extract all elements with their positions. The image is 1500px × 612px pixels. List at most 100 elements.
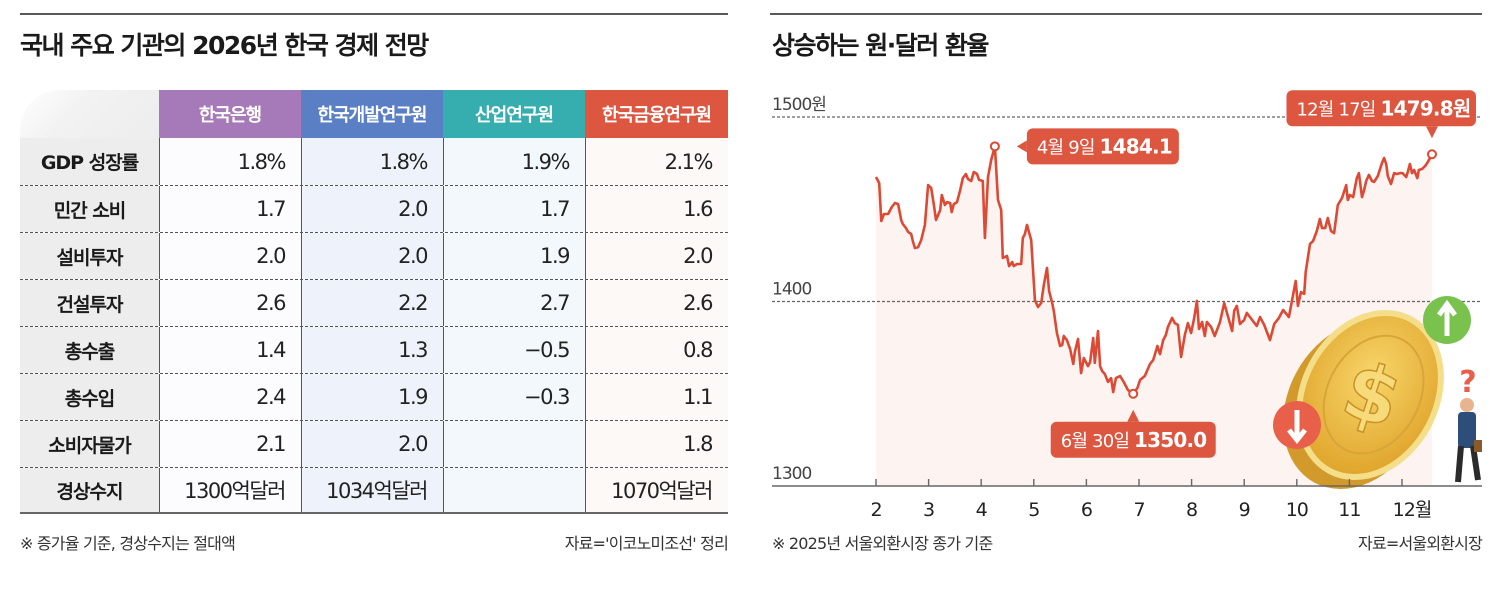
table-row: GDP 성장률 1.8% 1.8% 1.9% 2.1% <box>20 138 728 185</box>
table-cell: 2.0 <box>301 233 443 279</box>
table-cell: 1.9 <box>443 233 585 279</box>
callout-date: 4월 9일 <box>1037 137 1100 158</box>
x-tick-label: 12월 <box>1393 499 1432 520</box>
row-label: 민간 소비 <box>20 186 159 232</box>
callout-value: 1479.8원 <box>1380 96 1470 120</box>
table-cell: 1.8% <box>301 138 443 185</box>
row-label: 건설투자 <box>20 280 159 326</box>
question-mark-icon: ? <box>1459 365 1476 400</box>
table-cell: 1034억달러 <box>301 468 443 512</box>
table-cell: 2.7 <box>443 280 585 326</box>
down-arrow-icon <box>1273 401 1321 449</box>
person-legs <box>1455 445 1481 483</box>
x-tick-label: 10 <box>1286 499 1308 520</box>
table-row: 총수입 2.4 1.9 −0.3 1.1 <box>20 373 728 420</box>
table-cell: 2.2 <box>301 280 443 326</box>
row-label: 총수출 <box>20 327 159 373</box>
row-label: 설비투자 <box>20 233 159 279</box>
table-cell: 1.9% <box>443 138 585 185</box>
table-cell: 1.8% <box>159 138 301 185</box>
table-cell: −0.3 <box>443 374 585 420</box>
exchange-rate-chart: 1300 1400 1500원 $? 2 3 4 5 6 7 8 9 10 11 12월 4월 9일 1… <box>772 90 1482 520</box>
exchange-rate-line <box>874 145 1434 396</box>
table-header-row: 한국은행 한국개발연구원 산업연구원 한국금융연구원 <box>20 90 728 138</box>
table-row: 민간 소비 1.7 2.0 1.7 1.6 <box>20 185 728 232</box>
table-cell: 2.0 <box>585 233 728 279</box>
column-header: 한국은행 <box>159 90 301 138</box>
table-cell: 1.7 <box>443 186 585 232</box>
table-cell: 1.4 <box>159 327 301 373</box>
callout-value: 1484.1 <box>1100 134 1172 158</box>
top-rule-right <box>770 13 1482 15</box>
column-header: 한국개발연구원 <box>301 90 443 138</box>
callout-pointer <box>1425 126 1438 139</box>
callout-label: 4월 9일 1484.1 <box>1037 134 1172 158</box>
person-body <box>1458 412 1476 448</box>
y-tick-label: 1300 <box>772 464 811 484</box>
person-head <box>1460 398 1474 412</box>
table-cell <box>443 421 585 467</box>
annotation-marker <box>989 141 1000 152</box>
up-arrow <box>1436 299 1458 336</box>
callout: 12월 17일 1479.8원 <box>1286 90 1476 160</box>
table-row: 소비자물가 2.1 2.0 1.8 <box>20 420 728 467</box>
x-tick-label: 3 <box>923 499 934 520</box>
table-cell: 2.6 <box>585 280 728 326</box>
table-row: 경상수지 1300억달러 1034억달러 1070억달러 <box>20 467 728 514</box>
table-corner <box>20 90 159 138</box>
callout-box <box>1286 90 1476 127</box>
table-cell: 2.1% <box>585 138 728 185</box>
table-cell <box>443 468 585 512</box>
callout-label: 12월 17일 1479.8원 <box>1296 96 1470 120</box>
column-header: 산업연구원 <box>443 90 585 138</box>
table-cell: 2.0 <box>301 186 443 232</box>
up-arrow-icon <box>1423 296 1471 344</box>
coin-face <box>1296 309 1444 481</box>
forecast-table: 한국은행 한국개발연구원 산업연구원 한국금융연구원 GDP 성장률 1.8% 1.… <box>20 90 728 514</box>
table-row: 설비투자 2.0 2.0 1.9 2.0 <box>20 232 728 279</box>
callout-label: 6월 30일 1350.0 <box>1061 428 1207 452</box>
table-cell: 1.8 <box>585 421 728 467</box>
x-tick-label: 5 <box>1028 499 1039 520</box>
y-tick-label: 1500원 <box>772 95 826 115</box>
x-tick-label: 9 <box>1239 499 1250 520</box>
chart-footnote: ※ 2025년 서울외환시장 종가 기준 <box>772 534 993 553</box>
callout-box <box>1026 128 1179 165</box>
table-row: 건설투자 2.6 2.2 2.7 2.6 <box>20 279 728 326</box>
chart-title: 상승하는 원·달러 환율 <box>772 31 989 60</box>
callout-date: 12월 17일 <box>1296 99 1380 120</box>
x-tick-label: 11 <box>1338 499 1360 520</box>
table-body: GDP 성장률 1.8% 1.8% 1.9% 2.1% 민간 소비 1.7 2.0 1.7 1.6… <box>20 138 728 514</box>
table-cell: 2.4 <box>159 374 301 420</box>
row-label: GDP 성장률 <box>20 138 159 185</box>
table-cell: 1.3 <box>301 327 443 373</box>
table-cell: 2.0 <box>159 233 301 279</box>
table-cell: 1.9 <box>301 374 443 420</box>
table-cell: 1.6 <box>585 186 728 232</box>
column-header: 한국금융연구원 <box>585 90 728 138</box>
x-tick-label: 7 <box>1133 499 1144 520</box>
callout: 6월 30일 1350.0 <box>1050 388 1216 458</box>
row-label: 경상수지 <box>20 468 159 512</box>
table-title: 국내 주요 기관의 2026년 한국 경제 전망 <box>20 31 429 60</box>
table-cell: 2.6 <box>159 280 301 326</box>
table-cell: 1070억달러 <box>585 468 728 512</box>
x-tick-label: 4 <box>976 499 988 520</box>
row-label: 총수입 <box>20 374 159 420</box>
callout-date: 6월 30일 <box>1061 431 1134 452</box>
row-label: 소비자물가 <box>20 421 159 467</box>
person-thinking-icon: ? <box>1455 365 1482 483</box>
table-cell: −0.5 <box>443 327 585 373</box>
table-cell: 1.7 <box>159 186 301 232</box>
table-cell: 2.0 <box>301 421 443 467</box>
x-tick-label: 6 <box>1081 499 1092 520</box>
briefcase <box>1474 440 1482 452</box>
callout-pointer <box>1016 140 1027 153</box>
coin-illustration: $? <box>1273 296 1482 490</box>
annotation-marker <box>1128 388 1139 399</box>
coin-rim <box>1322 334 1425 455</box>
x-tick-label: 8 <box>1186 499 1197 520</box>
top-rule-left <box>20 13 728 15</box>
table-cell: 0.8 <box>585 327 728 373</box>
x-tick-label: 2 <box>870 499 881 520</box>
